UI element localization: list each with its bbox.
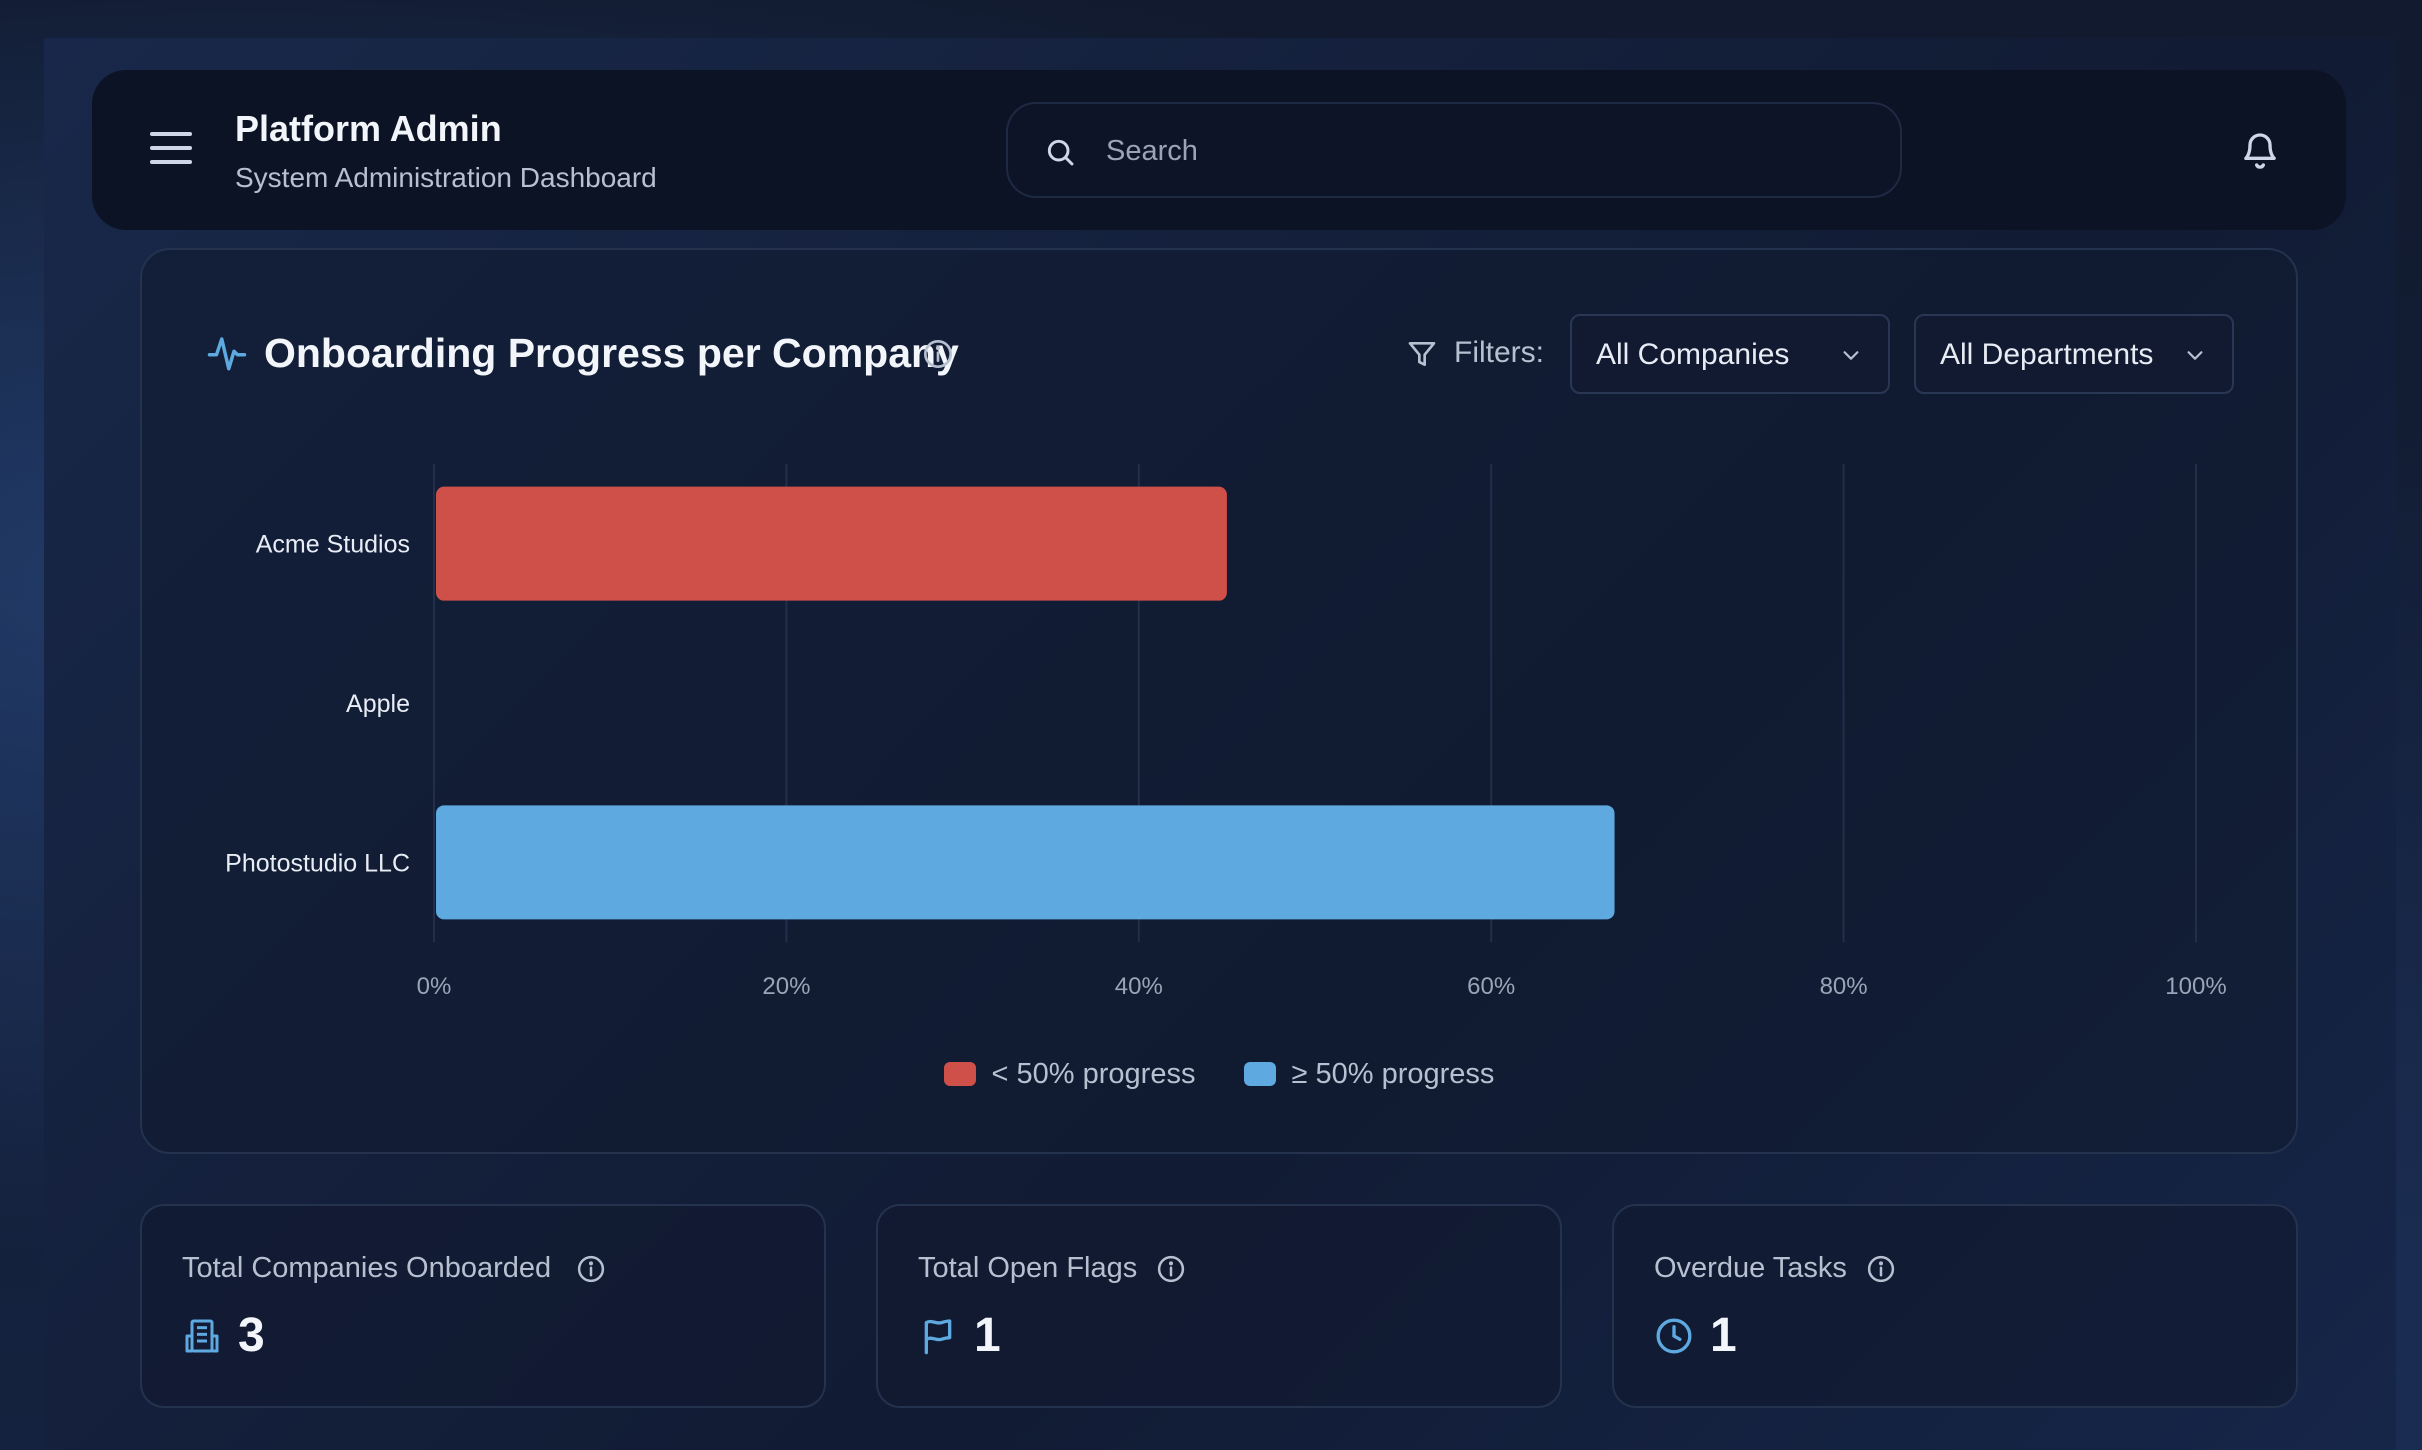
legend-label-low: < 50% progress (991, 1058, 1196, 1090)
stat-card-overdue-tasks: Overdue Tasks 1 (1612, 1204, 2298, 1408)
stat-value: 1 (974, 1309, 1001, 1362)
search-icon (1047, 139, 1074, 166)
chevron-down-icon (1843, 351, 1859, 360)
stat-value: 1 (1710, 1309, 1737, 1362)
department-filter-select[interactable]: All Departments (1914, 314, 2234, 394)
stat-label: Total Companies Onboarded (182, 1252, 552, 1284)
stat-value: 3 (238, 1309, 265, 1362)
legend-swatch-low (943, 1062, 976, 1086)
bar-photostudio-llc (436, 805, 1615, 920)
stat-card-companies: Total Companies Onboarded 3 (140, 1204, 826, 1408)
chevron-down-icon (2187, 351, 2203, 360)
search-input[interactable] (1104, 124, 1868, 178)
y-category-label: Photostudio LLC (225, 849, 410, 877)
legend-label-high: ≥ 50% progress (1291, 1058, 1495, 1090)
x-tick-label: 100% (2165, 973, 2226, 1000)
x-tick-label: 80% (1820, 973, 1868, 1000)
chart-title: Onboarding Progress per Company (264, 330, 959, 376)
search-bar[interactable] (1006, 102, 1902, 198)
stat-label: Overdue Tasks (1654, 1252, 1847, 1284)
x-tick-label: 40% (1115, 973, 1163, 1000)
bar-acme-studios (436, 486, 1227, 601)
info-icon[interactable] (1156, 1254, 1186, 1284)
stat-card-open-flags: Total Open Flags 1 (876, 1204, 1562, 1408)
filters-label: Filters: (1454, 336, 1544, 369)
info-icon[interactable] (922, 338, 954, 370)
top-header: Platform Admin System Administration Das… (92, 70, 2346, 230)
y-category-label: Acme Studios (256, 531, 410, 559)
chart-legend: < 50% progress ≥ 50% progress (142, 1058, 2296, 1091)
activity-pulse-icon (207, 337, 247, 371)
info-icon[interactable] (1866, 1254, 1896, 1284)
app-title: Platform Admin (235, 108, 502, 149)
filter-icon (1408, 342, 1436, 366)
company-filter-select[interactable]: All Companies (1570, 314, 1890, 394)
stat-label: Total Open Flags (918, 1252, 1138, 1284)
x-tick-label: 20% (762, 973, 810, 1000)
company-filter-value: All Companies (1596, 338, 1790, 371)
bell-icon[interactable] (2240, 128, 2280, 172)
app-subtitle: System Administration Dashboard (235, 162, 657, 193)
onboarding-chart-card: Onboarding Progress per Company Filters:… (140, 248, 2298, 1154)
hamburger-menu-icon[interactable] (150, 132, 192, 164)
legend-item-high: ≥ 50% progress (1243, 1058, 1495, 1091)
building-icon (185, 1319, 219, 1353)
clock-icon (1656, 1318, 1692, 1354)
y-category-label: Apple (346, 690, 410, 718)
legend-swatch-high (1243, 1062, 1276, 1086)
onboarding-bar-chart: 0% 20% 40% 60% 80% 100% Acme Studios Apple Photo… (225, 464, 2227, 1000)
x-tick-label: 60% (1467, 973, 1515, 1000)
info-icon[interactable] (576, 1254, 606, 1284)
legend-item-low: < 50% progress (943, 1058, 1196, 1091)
flag-icon (924, 1319, 952, 1355)
x-tick-label: 0% (417, 973, 452, 1000)
department-filter-value: All Departments (1940, 338, 2154, 371)
